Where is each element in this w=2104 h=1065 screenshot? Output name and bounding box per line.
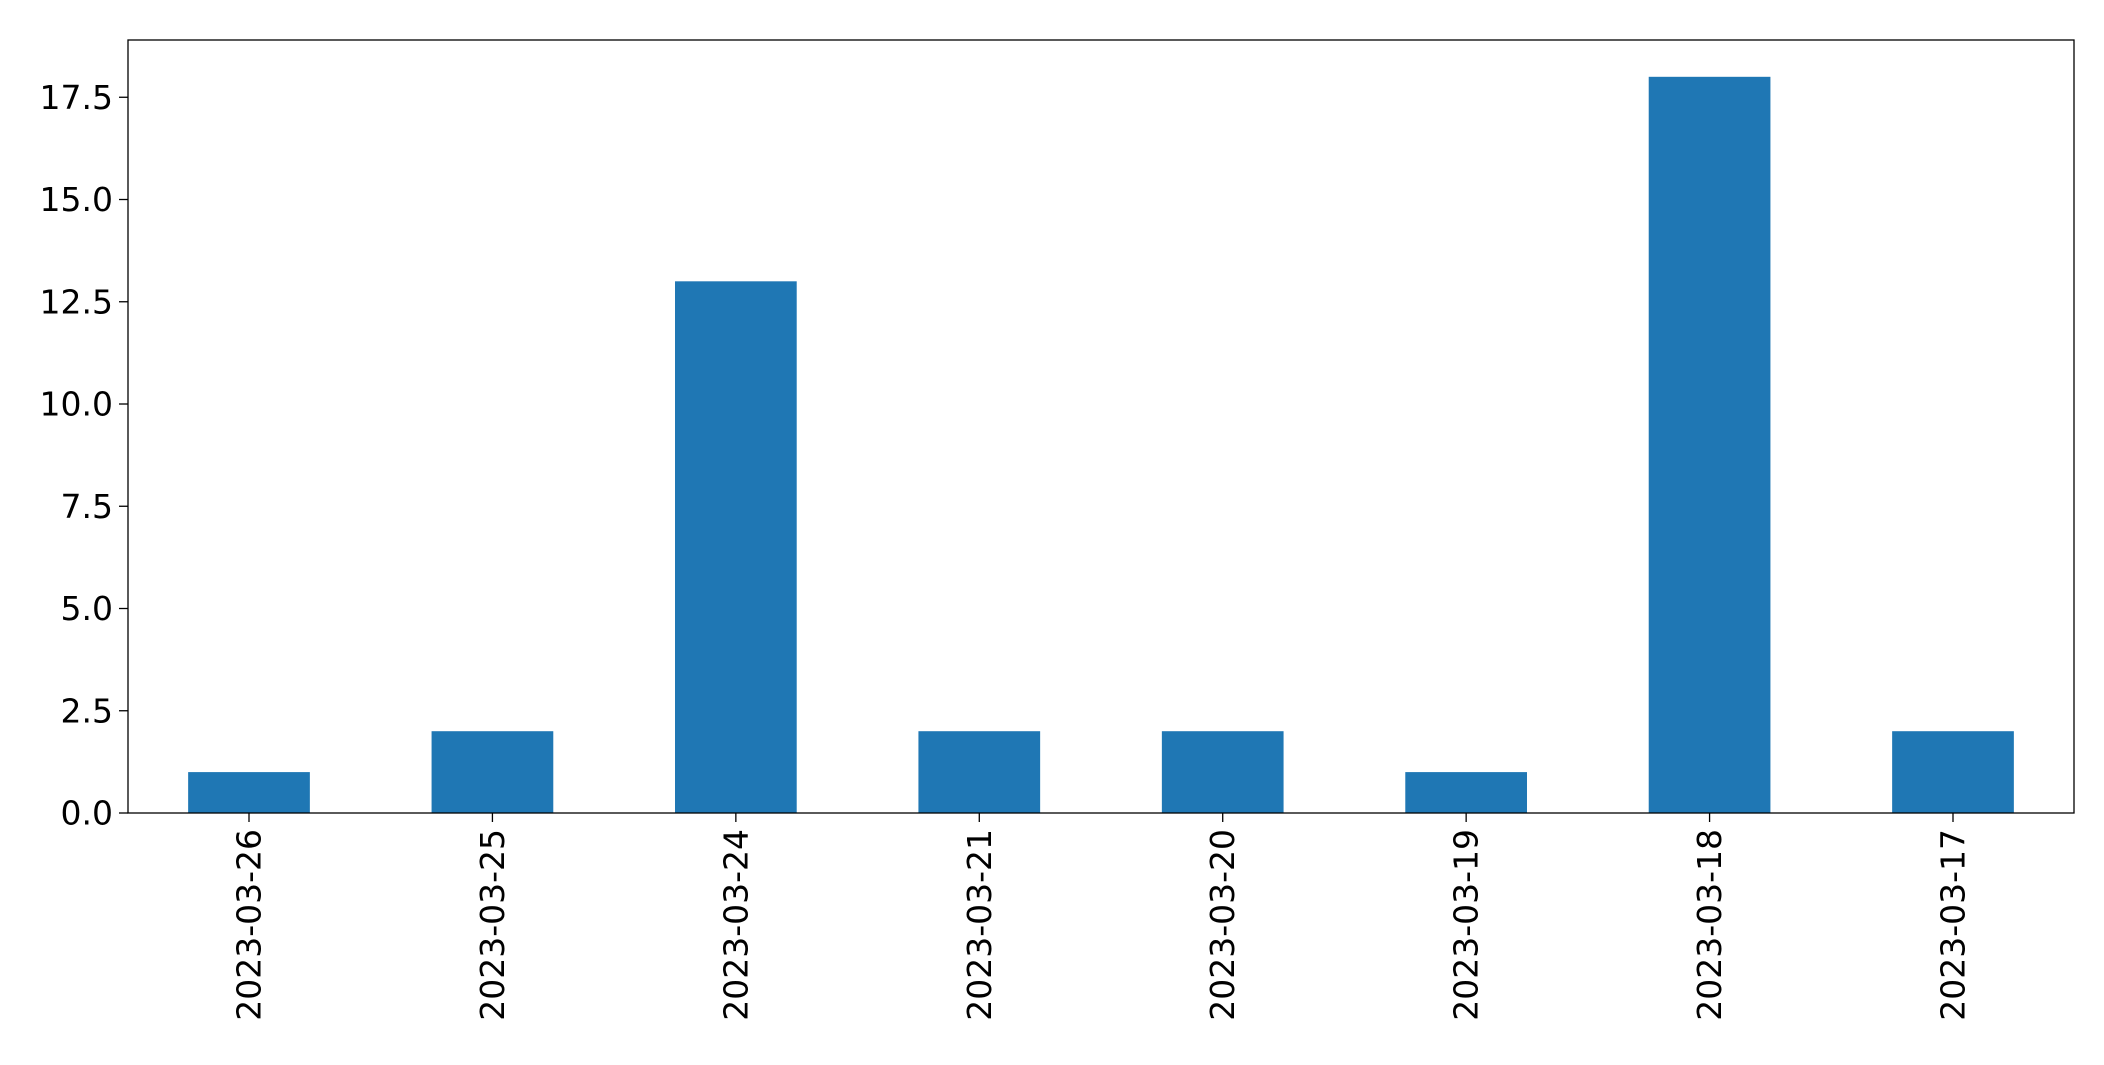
y-tick-label: 17.5	[40, 78, 113, 117]
bar-2023-03-18	[1648, 76, 1771, 814]
bar-2023-03-21	[918, 731, 1041, 813]
y-tick-label: 15.0	[40, 180, 113, 219]
bar-2023-03-19	[1405, 772, 1527, 813]
y-tick-label: 0.0	[61, 794, 113, 833]
plot-frame	[127, 39, 2075, 814]
bar-2023-03-26	[188, 772, 310, 813]
x-tick-label: 2023-03-26	[230, 829, 269, 1021]
x-tick-label: 2023-03-19	[1447, 829, 1486, 1021]
x-tick-label: 2023-03-17	[1934, 829, 1973, 1021]
y-axis: 0.0 2.5 5.0 7.5 10.0 12.5 15.0 17.5	[40, 78, 128, 833]
y-tick-label: 2.5	[61, 691, 113, 730]
x-axis: 2023-03-26 2023-03-25 2023-03-24 2023-03-21…	[230, 813, 1973, 1021]
bars-group	[188, 76, 2014, 814]
y-tick-label: 5.0	[61, 589, 113, 628]
bar-2023-03-24	[675, 281, 797, 813]
y-tick-label: 10.0	[40, 385, 113, 424]
x-tick-label: 2023-03-25	[473, 829, 512, 1021]
bar-2023-03-25	[431, 731, 554, 813]
x-tick-label: 2023-03-24	[716, 829, 755, 1021]
x-tick-label: 2023-03-20	[1203, 829, 1242, 1021]
y-tick-label: 12.5	[40, 282, 113, 321]
x-tick-label: 2023-03-18	[1690, 829, 1729, 1021]
y-tick-label: 7.5	[61, 487, 113, 526]
bar-2023-03-17	[1892, 731, 2014, 813]
x-tick-label: 2023-03-21	[960, 829, 999, 1021]
bar-2023-03-20	[1161, 731, 1284, 813]
